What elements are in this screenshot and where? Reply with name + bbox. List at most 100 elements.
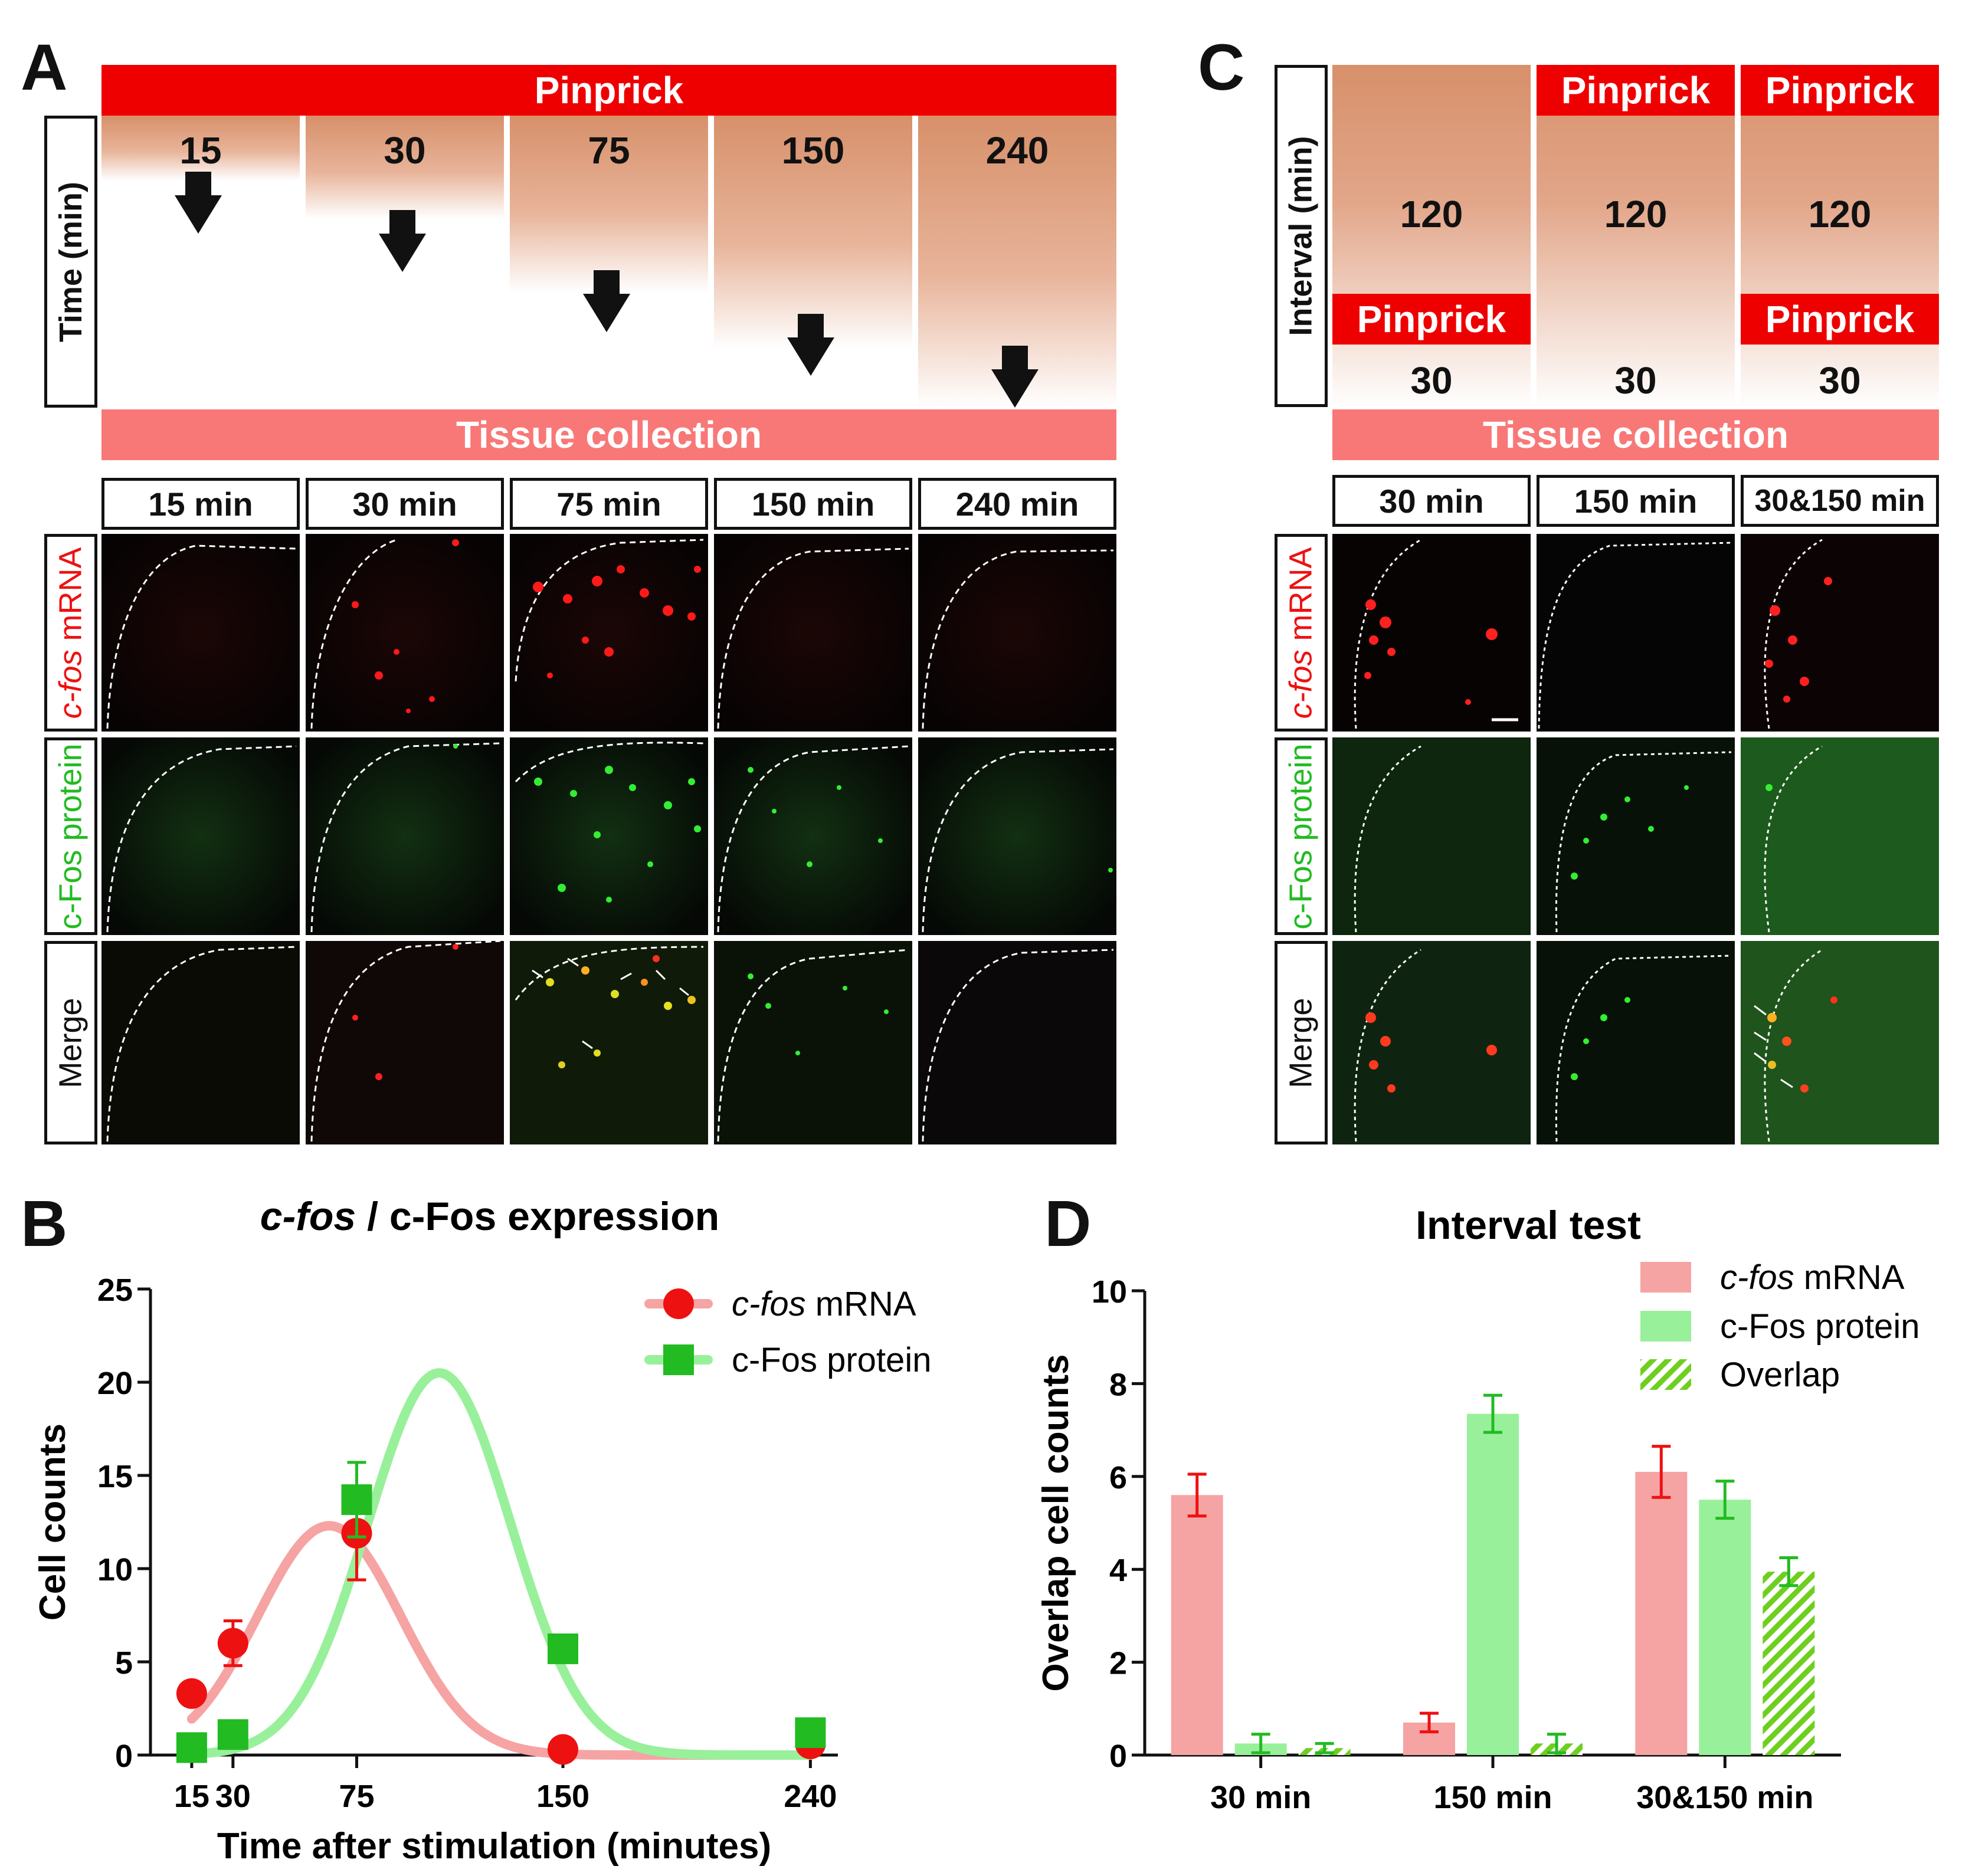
interval-value: 120 bbox=[1604, 193, 1668, 235]
time-axis-box: Time (min) bbox=[44, 116, 97, 408]
data-point-protein bbox=[548, 1633, 578, 1664]
legend-label-protein: c-Fos protein bbox=[732, 1341, 931, 1379]
row-label-mrna-rest: mRNA bbox=[1283, 546, 1319, 650]
mrna-cells bbox=[352, 539, 701, 713]
y-tick-label: 25 bbox=[97, 1272, 133, 1308]
time-label: 30 bbox=[384, 129, 426, 172]
bar bbox=[1763, 1572, 1815, 1755]
time-column-150 bbox=[714, 116, 912, 349]
pinprick-bar: Pinprick bbox=[1332, 294, 1531, 345]
chart-title-rest: / c-Fos expression bbox=[356, 1194, 719, 1239]
micrograph-row-merge bbox=[1332, 941, 1939, 1144]
arrow-down-icon bbox=[991, 346, 1039, 408]
y-axis-label: Cell counts bbox=[32, 1424, 73, 1621]
x-tick-label: 240 bbox=[784, 1779, 837, 1814]
x-tick-label: 30 bbox=[215, 1779, 251, 1814]
legend-label-overlap: Overlap bbox=[1720, 1356, 1840, 1394]
time-column-30 bbox=[306, 116, 504, 219]
y-tick-label: 5 bbox=[115, 1645, 133, 1681]
data-point-mrna bbox=[176, 1678, 207, 1709]
legend-label-mrna-rest: mRNA bbox=[1794, 1258, 1905, 1297]
legend-swatch-overlap bbox=[1640, 1359, 1691, 1390]
column-header: 30 min bbox=[306, 478, 504, 530]
x-tick-label: 15 bbox=[174, 1779, 209, 1814]
panel-label-a: A bbox=[21, 31, 68, 104]
interval-value: 120 bbox=[1400, 193, 1463, 235]
row-label-protein: c-Fos protein bbox=[44, 737, 97, 935]
legend-label-mrna: c-fos mRNA bbox=[1720, 1258, 1905, 1297]
arrow-down-icon bbox=[379, 210, 426, 272]
pinprick-bar: Pinprick bbox=[101, 65, 1116, 116]
interval-column-1 bbox=[1332, 65, 1531, 407]
y-tick-label: 8 bbox=[1109, 1367, 1127, 1402]
micrograph-row-merge bbox=[101, 941, 1116, 1144]
row-label-mrna-italic: c-fos bbox=[53, 649, 89, 719]
bar bbox=[1467, 1413, 1519, 1755]
mrna-cells bbox=[1364, 577, 1832, 705]
time-label: 150 bbox=[781, 129, 845, 172]
row-label-protein: c-Fos protein bbox=[1275, 737, 1328, 935]
overlap-arrow-icons bbox=[532, 957, 689, 1049]
thirty-value: 30 bbox=[1410, 359, 1453, 402]
y-tick-label: 0 bbox=[115, 1739, 133, 1774]
micrograph-grid-c bbox=[1332, 534, 1939, 1144]
pinprick-bar: Pinprick bbox=[1741, 65, 1939, 116]
column-header: 30&150 min bbox=[1741, 475, 1939, 527]
row-label-protein-text: c-Fos protein bbox=[53, 743, 89, 930]
interval-axis-label: Interval (min) bbox=[1283, 136, 1319, 336]
interval-column-2 bbox=[1537, 65, 1735, 407]
y-axis-label: Overlap cell counts bbox=[1036, 1354, 1076, 1692]
micrograph-row-protein bbox=[1332, 737, 1939, 935]
tissue-outlines bbox=[106, 539, 1114, 1142]
time-axis-label: Time (min) bbox=[53, 181, 89, 342]
interval-axis-box: Interval (min) bbox=[1275, 65, 1328, 407]
column-header: 30 min bbox=[1332, 475, 1531, 527]
interval-value: 120 bbox=[1808, 193, 1872, 235]
legend-label-mrna: c-fos mRNA bbox=[732, 1285, 916, 1323]
panel-label-b: B bbox=[21, 1188, 68, 1260]
x-tick-label: 30 min bbox=[1210, 1780, 1311, 1815]
bar bbox=[1635, 1471, 1688, 1755]
column-header: 150 min bbox=[1537, 475, 1735, 527]
time-column-15 bbox=[101, 116, 300, 181]
row-label-merge-text: Merge bbox=[1283, 997, 1319, 1088]
y-tick-label: 15 bbox=[97, 1459, 133, 1494]
row-label-mrna-italic: c-fos bbox=[1283, 649, 1319, 719]
legend-swatch-mrna bbox=[1640, 1262, 1691, 1293]
protein-cells bbox=[1571, 784, 1773, 880]
legend-marker-protein bbox=[663, 1344, 694, 1375]
thirty-value: 30 bbox=[1614, 359, 1657, 402]
arrow-down-icon bbox=[583, 270, 630, 332]
data-point-protein bbox=[795, 1717, 826, 1749]
y-tick-label: 0 bbox=[1109, 1739, 1127, 1774]
thirty-value: 30 bbox=[1819, 359, 1861, 402]
column-header: 75 min bbox=[510, 478, 708, 530]
legend-label-mrna-italic: c-fos bbox=[732, 1285, 806, 1323]
row-label-protein-text: c-Fos protein bbox=[1283, 743, 1319, 930]
row-label-merge-text: Merge bbox=[53, 997, 89, 1088]
legend-label-mrna-italic: c-fos bbox=[1720, 1258, 1794, 1297]
overlap-arrow-icons bbox=[1754, 1005, 1793, 1088]
time-label: 75 bbox=[588, 129, 630, 172]
time-label: 15 bbox=[179, 129, 222, 172]
row-label-mrna: c-fos mRNA bbox=[44, 534, 97, 732]
x-tick-label: 30&150 min bbox=[1636, 1780, 1813, 1815]
y-tick-label: 6 bbox=[1109, 1460, 1127, 1495]
micrograph-grid-a bbox=[101, 534, 1116, 1144]
bar bbox=[1171, 1495, 1223, 1755]
x-axis-label: Time after stimulation (minutes) bbox=[217, 1826, 771, 1867]
x-tick-label: 150 bbox=[536, 1779, 589, 1814]
pinprick-bar: Pinprick bbox=[1537, 65, 1735, 116]
row-label-merge: Merge bbox=[44, 941, 97, 1144]
data-point-mrna bbox=[548, 1734, 578, 1765]
chart-title: c-fos / c-Fos expression bbox=[260, 1194, 719, 1239]
legend-swatch-protein bbox=[1640, 1311, 1691, 1342]
data-point-protein bbox=[217, 1719, 248, 1750]
arrow-down-icon bbox=[175, 172, 222, 234]
legend-label-mrna-rest: mRNA bbox=[806, 1285, 916, 1323]
time-column-75 bbox=[510, 116, 708, 293]
merge-cells bbox=[352, 944, 696, 1080]
tissue-collection-bar: Tissue collection bbox=[101, 409, 1116, 460]
column-header: 240 min bbox=[918, 478, 1116, 530]
